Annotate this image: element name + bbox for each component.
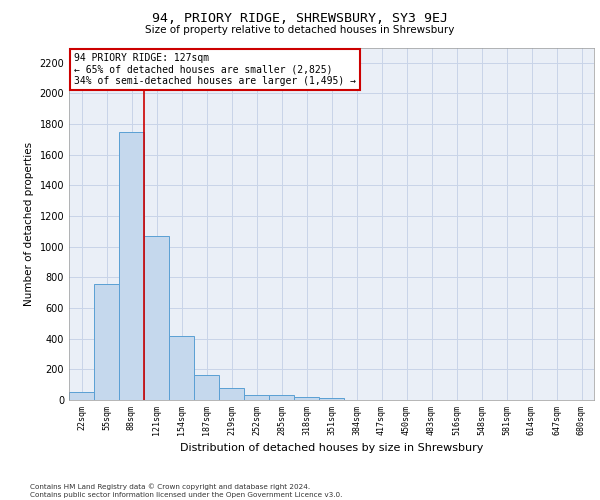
Bar <box>219 388 244 400</box>
Bar <box>69 392 94 400</box>
Bar <box>319 398 344 400</box>
Bar <box>244 394 269 400</box>
Bar <box>144 236 169 400</box>
Bar <box>194 376 219 400</box>
Text: Contains HM Land Registry data © Crown copyright and database right 2024.
Contai: Contains HM Land Registry data © Crown c… <box>30 484 343 498</box>
Text: Size of property relative to detached houses in Shrewsbury: Size of property relative to detached ho… <box>145 25 455 35</box>
Bar <box>269 394 294 400</box>
Bar <box>119 132 144 400</box>
Bar <box>294 397 319 400</box>
Text: 94, PRIORY RIDGE, SHREWSBURY, SY3 9EJ: 94, PRIORY RIDGE, SHREWSBURY, SY3 9EJ <box>152 12 448 26</box>
Bar <box>94 284 119 400</box>
Bar <box>169 336 194 400</box>
Text: 94 PRIORY RIDGE: 127sqm
← 65% of detached houses are smaller (2,825)
34% of semi: 94 PRIORY RIDGE: 127sqm ← 65% of detache… <box>74 53 356 86</box>
Y-axis label: Number of detached properties: Number of detached properties <box>24 142 34 306</box>
X-axis label: Distribution of detached houses by size in Shrewsbury: Distribution of detached houses by size … <box>180 443 483 453</box>
